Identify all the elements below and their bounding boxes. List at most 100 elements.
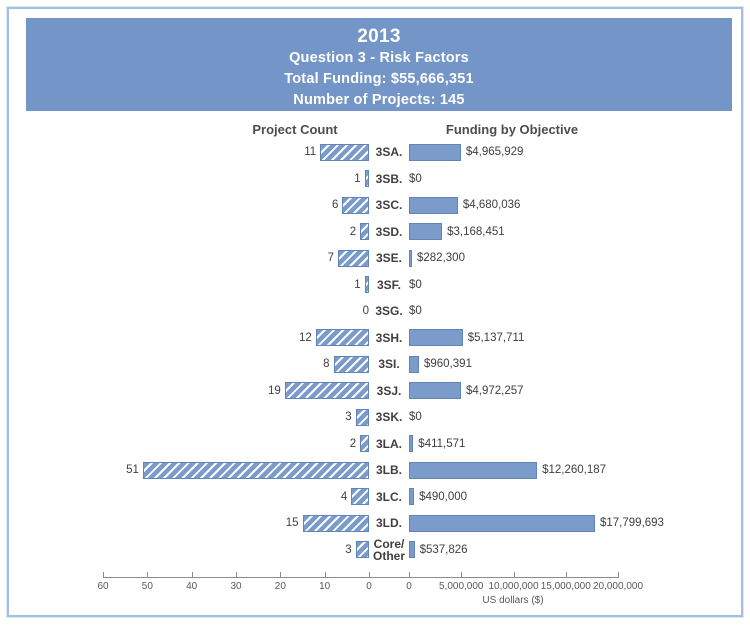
axis-tick [191, 572, 193, 577]
project-count-bar [320, 143, 369, 161]
funding-bar [409, 461, 538, 479]
funding-bar [409, 249, 412, 267]
axis-tick [565, 572, 567, 577]
funding-value: $5,137,711 [467, 331, 525, 344]
axis-tick-label: 10,000,000 [488, 581, 539, 592]
x-axis-title: US dollars ($) [482, 595, 544, 606]
project-count-value: 2 [349, 225, 357, 238]
axis-tick [409, 572, 410, 577]
funding-value: $3,168,451 [447, 225, 505, 238]
project-count-value: 0 [362, 305, 369, 318]
funding-cell: $0 [409, 279, 422, 291]
funding-value: $0 [409, 411, 422, 424]
funding-value: $12,260,187 [542, 464, 607, 477]
project-count-cell: 2 [103, 435, 369, 453]
axis-tick [147, 572, 149, 577]
project-count-cell: 3 [103, 408, 369, 426]
funding-bar [409, 143, 461, 161]
chart-row: 2 3SD. $3,168,451 [103, 219, 664, 246]
axis-tick-label: 50 [141, 581, 153, 592]
funding-value: $0 [409, 278, 422, 291]
axis-tick-label: 20 [274, 581, 286, 592]
axis-tick-label: 15,000,000 [540, 581, 591, 592]
project-count-value: 1 [354, 172, 361, 185]
project-count-bar [338, 249, 369, 267]
project-count-bar [360, 223, 369, 241]
project-count-value: 1 [354, 278, 361, 291]
funding-value: $4,680,036 [462, 199, 521, 212]
project-count-value: 11 [304, 146, 317, 159]
objective-label: 3SA. [375, 145, 403, 160]
project-count-cell: 3 [103, 541, 369, 559]
funding-bar [409, 514, 595, 532]
project-count-cell: 6 [103, 196, 369, 214]
project-count-cell: 15 [103, 514, 369, 532]
funding-bar [409, 435, 414, 453]
funding-value: $0 [409, 305, 422, 318]
axis-tick-label: 40 [186, 581, 198, 592]
objective-label: Core/ Other [372, 536, 405, 563]
project-count-value: 3 [345, 543, 352, 556]
objective-label: 3SJ. [376, 383, 402, 398]
project-count-value: 19 [268, 384, 281, 397]
axis-tick [618, 572, 619, 577]
funding-bar [409, 196, 458, 214]
funding-cell: $17,799,693 [409, 514, 664, 532]
project-count-value: 12 [299, 331, 312, 344]
funding-value: $4,972,257 [466, 384, 524, 397]
funding-cell: $3,168,451 [409, 223, 505, 241]
axis-tick [103, 572, 104, 577]
axis-tick-label: 60 [97, 581, 109, 592]
funding-cell: $537,826 [409, 541, 468, 559]
funding-bar [409, 541, 415, 559]
axis-tick [369, 572, 370, 577]
chart-row: 19 3SJ. $4,972,257 [103, 378, 664, 405]
chart-row: 4 3LC. $490,000 [103, 484, 664, 511]
objective-label: 3SC. [375, 198, 403, 213]
axis-tick-label: 0 [366, 581, 372, 592]
funding-value: $960,391 [424, 358, 472, 371]
left-column-header: Project Count [252, 122, 338, 137]
chart-row: 1 3SB. $0 [103, 166, 664, 193]
project-count-value: 4 [340, 490, 348, 503]
objective-label: 3LA. [375, 436, 402, 451]
project-count-bar [284, 382, 369, 400]
chart-row: 8 3SI. $960,391 [103, 351, 664, 378]
project-count-value: 3 [345, 411, 352, 424]
axis-tick [513, 572, 515, 577]
objective-label: 3LD. [375, 516, 402, 531]
axis-tick-label: 5,000,000 [439, 581, 484, 592]
project-count-cell: 2 [103, 223, 369, 241]
chart-row: 12 3SH. $5,137,711 [103, 325, 664, 352]
funding-value: $537,826 [419, 543, 468, 556]
funding-cell: $282,300 [409, 249, 465, 267]
title-banner: 2013 Question 3 - Risk Factors Total Fun… [26, 18, 732, 111]
project-count-value: 6 [332, 199, 339, 212]
axis-tick [236, 572, 237, 577]
project-count-cell: 12 [103, 329, 369, 347]
funding-cell: $411,571 [409, 435, 465, 453]
project-count-value: 51 [126, 464, 139, 477]
project-count-cell: 0 [103, 305, 369, 317]
project-count-value: 8 [323, 358, 330, 371]
chart-row: 2 3LA. $411,571 [103, 431, 664, 458]
funding-value: $17,799,693 [600, 517, 664, 530]
project-count-cell: 1 [103, 276, 369, 294]
objective-label: 3SB. [375, 171, 403, 186]
chart-row: 7 3SE. $282,300 [103, 245, 664, 272]
funding-bar [409, 329, 463, 347]
objective-label: 3SE. [375, 251, 402, 266]
funding-cell: $4,965,929 [409, 143, 523, 161]
project-count-bar [364, 170, 369, 188]
project-count-bar [333, 355, 369, 373]
project-count-cell: 11 [103, 143, 369, 161]
objective-label: 3SK. [375, 410, 403, 425]
project-count-bar [355, 541, 369, 559]
axis-tick-label: 0 [406, 581, 412, 592]
project-count-bar [342, 196, 369, 214]
funding-cell: $0 [409, 411, 422, 423]
funding-bar [409, 355, 419, 373]
project-count-value: 2 [349, 437, 357, 450]
project-count-bar [315, 329, 369, 347]
